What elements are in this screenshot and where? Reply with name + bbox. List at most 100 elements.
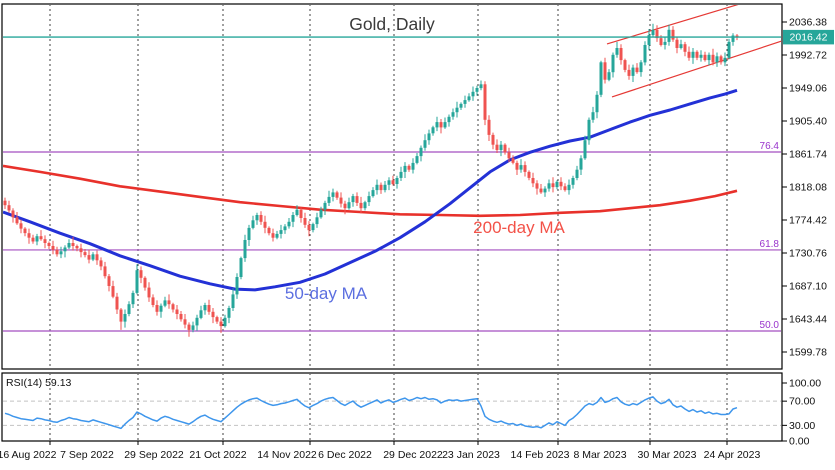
- candle-body: [211, 311, 215, 318]
- candle-body: [391, 180, 395, 185]
- ma50-line[interactable]: [3, 88, 738, 292]
- date-label[interactable]: 29 Dec 2022: [383, 449, 443, 461]
- candle-body: [99, 260, 103, 267]
- candle-body: [179, 314, 183, 320]
- candle-body: [31, 237, 35, 242]
- candle-body: [259, 215, 263, 222]
- main-plot-area[interactable]: [1, 3, 783, 370]
- candle-body: [167, 300, 171, 305]
- candle-body: [659, 38, 663, 45]
- candle-body: [575, 169, 579, 178]
- candle-body: [91, 254, 95, 260]
- price-tick-label: 1687.10: [789, 281, 827, 293]
- candle-body: [227, 308, 231, 318]
- candle-body: [547, 183, 551, 189]
- candle-body: [615, 48, 619, 55]
- candle-body: [675, 39, 679, 48]
- candle-body: [123, 314, 127, 322]
- moving-average-lines[interactable]: [3, 88, 738, 292]
- fib-label-50.0: 50.0: [760, 320, 780, 331]
- candle-body: [55, 249, 59, 255]
- date-label[interactable]: 8 Mar 2023: [573, 449, 626, 461]
- candle-body: [623, 60, 627, 70]
- candle-body: [435, 122, 439, 128]
- candle-body: [595, 94, 599, 113]
- candle-body: [699, 54, 703, 58]
- date-label[interactable]: 29 Sep 2022: [124, 449, 184, 461]
- candle-body: [487, 119, 491, 135]
- candle-body: [679, 44, 683, 48]
- rsi-curve[interactable]: [4, 396, 738, 430]
- candle-body: [499, 144, 503, 150]
- date-label[interactable]: 7 Sep 2022: [60, 449, 114, 461]
- fibonacci-lines[interactable]: [3, 151, 781, 332]
- candle-body: [651, 29, 655, 36]
- candle-body: [75, 246, 79, 249]
- date-label[interactable]: 23 Jan 2023: [442, 449, 500, 461]
- candle-body: [359, 202, 363, 209]
- candle-body: [287, 221, 291, 227]
- candle-body: [159, 305, 163, 312]
- candle-body: [339, 197, 343, 204]
- candle-body: [655, 29, 659, 39]
- candle-body: [11, 210, 15, 218]
- fib-label-76.4: 76.4: [760, 141, 780, 152]
- rsi-tick-label: 70.00: [789, 396, 815, 408]
- candle-body: [683, 44, 687, 52]
- candle-body: [723, 57, 727, 63]
- candle-body: [151, 297, 155, 305]
- candle-body: [647, 35, 651, 45]
- candle-body: [531, 178, 535, 184]
- candle-body: [183, 319, 187, 325]
- candle-body: [295, 209, 299, 215]
- candle-body: [639, 62, 643, 73]
- date-label[interactable]: 21 Oct 2022: [189, 449, 246, 461]
- candle-body: [475, 88, 479, 92]
- rsi-plot-area[interactable]: [1, 372, 783, 442]
- date-label[interactable]: 24 Apr 2023: [704, 449, 761, 461]
- rsi-tick-label: 0.00: [789, 436, 810, 448]
- candle-body: [307, 224, 311, 231]
- candle-body: [415, 156, 419, 163]
- candle-body: [567, 184, 571, 191]
- candle-body: [503, 144, 507, 153]
- candle-body: [431, 127, 435, 134]
- candle-body: [223, 317, 227, 327]
- candle-body: [239, 258, 243, 277]
- candle-body: [711, 54, 715, 63]
- candle-body: [59, 251, 63, 255]
- candle-body: [543, 188, 547, 193]
- date-label[interactable]: 14 Feb 2023: [511, 449, 570, 461]
- candle-body: [535, 183, 539, 189]
- candle-body: [555, 181, 559, 188]
- candle-body: [455, 107, 459, 113]
- date-label[interactable]: 16 Aug 2022: [0, 449, 57, 461]
- candle-body: [143, 277, 147, 288]
- candle-body: [175, 309, 179, 314]
- date-label[interactable]: 14 Nov 2022: [257, 449, 317, 461]
- candle-body: [331, 192, 335, 197]
- candle-body: [511, 158, 515, 163]
- candlesticks[interactable]: [3, 23, 739, 337]
- channel-lower[interactable]: [611, 40, 782, 98]
- date-label[interactable]: 30 Mar 2023: [638, 449, 697, 461]
- date-label[interactable]: 6 Dec 2022: [318, 449, 372, 461]
- candle-body: [119, 309, 123, 322]
- candle-body: [311, 224, 315, 231]
- candle-body: [367, 196, 371, 203]
- candle-body: [439, 122, 443, 128]
- candle-body: [95, 254, 99, 261]
- candle-body: [107, 276, 111, 286]
- candle-body: [39, 236, 43, 240]
- rsi-line[interactable]: [4, 396, 738, 430]
- candle-body: [463, 100, 467, 104]
- candle-body: [315, 217, 319, 225]
- candle-body: [195, 317, 199, 326]
- candle-body: [327, 196, 331, 203]
- candle-body: [251, 220, 255, 228]
- price-tick-label: 1949.06: [789, 83, 827, 95]
- candle-body: [343, 203, 347, 209]
- ma200-line[interactable]: [3, 164, 738, 218]
- candle-body: [483, 84, 487, 120]
- candle-body: [419, 147, 423, 157]
